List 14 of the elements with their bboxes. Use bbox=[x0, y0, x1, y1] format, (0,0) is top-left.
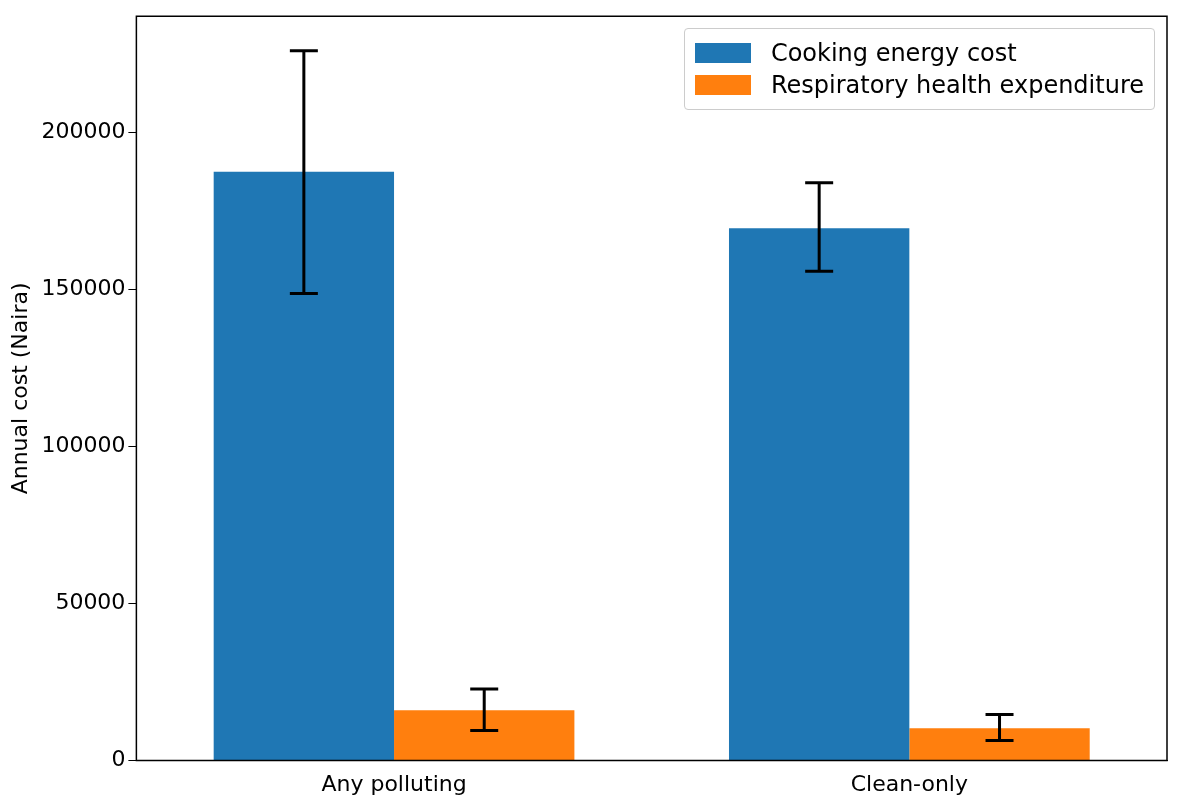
y-axis-title: Annual cost (Naira) bbox=[6, 282, 32, 495]
x-tick-label: Clean-only bbox=[850, 770, 969, 796]
bar bbox=[909, 728, 1090, 761]
legend-label: Cooking energy cost bbox=[770, 39, 1017, 68]
y-tick-label: 200000 bbox=[41, 118, 126, 144]
x-tick-label: Any polluting bbox=[321, 770, 467, 796]
legend-label: Respiratory health expenditure bbox=[770, 71, 1144, 100]
y-tick-label: 100000 bbox=[41, 432, 126, 458]
y-tick-label: 50000 bbox=[55, 589, 126, 615]
bar bbox=[728, 228, 910, 761]
bar bbox=[394, 710, 575, 761]
bar bbox=[213, 171, 395, 761]
y-tick-label: 0 bbox=[111, 746, 126, 772]
y-tick-label: 150000 bbox=[41, 275, 126, 301]
